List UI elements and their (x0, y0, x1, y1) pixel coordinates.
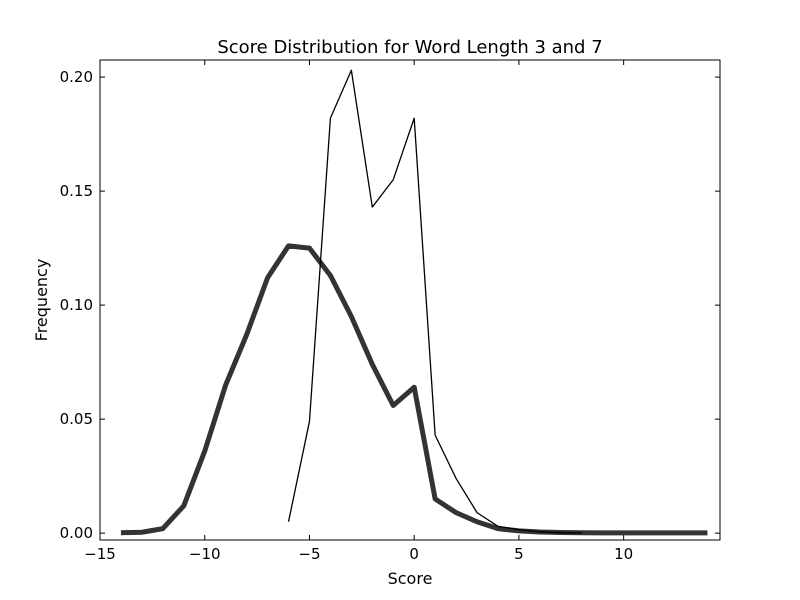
x-tick-label: −5 (298, 545, 320, 563)
y-tick-label: 0.05 (60, 410, 93, 428)
x-axis: −15 −10 −5 0 5 10 (84, 60, 633, 563)
series-line-2 (120, 243, 708, 536)
series-line-1 (287, 69, 582, 534)
y-tick-label: 0.15 (60, 182, 93, 200)
x-axis-label: Score (388, 569, 433, 588)
plot-series-layer (120, 69, 708, 536)
plot-frame (99, 59, 721, 541)
y-tick-label: 0.00 (60, 524, 93, 542)
x-tick-label: 0 (409, 545, 419, 563)
y-tick-label: 0.10 (60, 296, 93, 314)
x-tick-label: −15 (84, 545, 116, 563)
y-axis: 0.00 0.05 0.10 0.15 0.20 (60, 68, 720, 542)
y-axis-label: Frequency (32, 259, 51, 342)
y-tick-label: 0.20 (60, 68, 93, 86)
chart-title: Score Distribution for Word Length 3 and… (217, 37, 602, 58)
x-tick-label: 10 (614, 545, 633, 563)
x-tick-label: 5 (514, 545, 524, 563)
x-tick-label: −10 (189, 545, 221, 563)
